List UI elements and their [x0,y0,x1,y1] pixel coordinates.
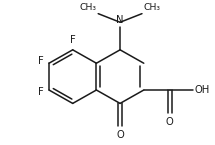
Text: F: F [70,35,76,45]
Text: O: O [166,117,174,127]
Text: CH₃: CH₃ [79,3,96,12]
Text: CH₃: CH₃ [144,3,161,12]
Text: F: F [38,56,44,66]
Text: F: F [38,87,44,97]
Text: O: O [116,130,124,140]
Text: N: N [116,15,124,25]
Text: OH: OH [195,85,210,95]
